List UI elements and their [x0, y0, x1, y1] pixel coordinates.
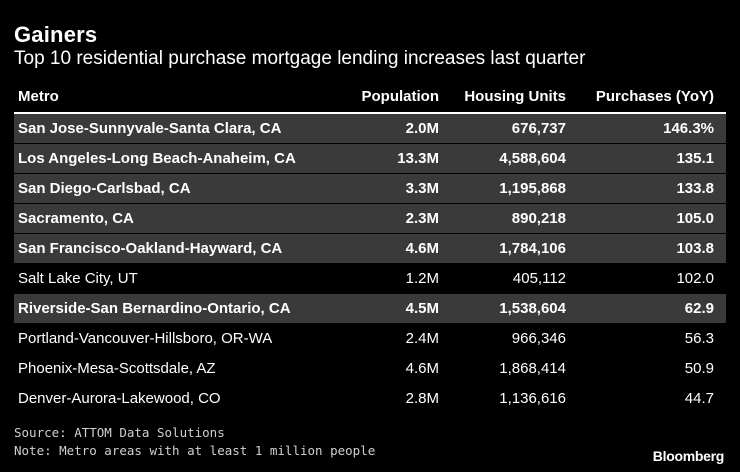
metro-cell: San Jose-Sunnyvale-Santa Clara, CA	[18, 120, 282, 137]
housing-units-cell: 1,868,414	[499, 360, 566, 377]
column-header-purchases: Purchases (YoY)	[595, 88, 714, 105]
purchases-cell: 62.9	[684, 300, 714, 317]
table-row: Portland-Vancouver-Hillsboro, OR-WA 2.4M 9…	[14, 324, 726, 353]
column-header-population: Population	[361, 88, 440, 105]
purchases-cell: 133.8	[676, 180, 714, 197]
housing-units-cell: 4,588,604	[499, 150, 566, 167]
table-body: San Jose-Sunnyvale-Santa Clara, CA 2.0M 67…	[14, 114, 726, 414]
population-cell: 2.3M	[405, 210, 439, 227]
metro-cell: Riverside-San Bernardino-Ontario, CA	[18, 300, 291, 317]
chart-subtitle: Top 10 residential purchase mortgage len…	[14, 48, 586, 69]
housing-units-cell: 1,784,106	[499, 240, 566, 257]
purchases-cell: 50.9	[684, 360, 714, 377]
column-header-housing-units: Housing Units	[464, 88, 566, 105]
table-row: Sacramento, CA 2.3M 890,218 105.0	[14, 204, 726, 233]
column-header-metro: Metro	[18, 88, 59, 105]
housing-units-cell: 966,346	[511, 330, 566, 347]
purchases-cell: 103.8	[676, 240, 714, 257]
population-cell: 2.0M	[405, 120, 439, 137]
metro-cell: Portland-Vancouver-Hillsboro, OR-WA	[18, 330, 273, 347]
purchases-cell: 102.0	[676, 270, 714, 287]
purchases-cell: 44.7	[684, 390, 714, 407]
population-cell: 4.5M	[405, 300, 439, 317]
table-row: San Jose-Sunnyvale-Santa Clara, CA 2.0M 67…	[14, 114, 726, 143]
population-cell: 13.3M	[397, 150, 439, 167]
purchases-cell: 135.1	[676, 150, 714, 167]
chart-title: Gainers	[14, 22, 98, 47]
table-header: Metro Population Housing Units Purchases…	[14, 84, 726, 110]
population-cell: 4.6M	[405, 240, 439, 257]
header-divider	[14, 112, 726, 114]
population-cell: 1.2M	[405, 270, 439, 287]
purchases-cell: 105.0	[676, 210, 714, 227]
table-row: Los Angeles-Long Beach-Anaheim, CA 13.3M 4…	[14, 144, 726, 173]
housing-units-cell: 405,112	[512, 270, 566, 287]
brand-logo: Bloomberg	[652, 448, 725, 464]
housing-units-cell: 1,538,604	[499, 300, 566, 317]
housing-units-cell: 890,218	[511, 210, 566, 227]
table-row: Phoenix-Mesa-Scottsdale, AZ 4.6M 1,868,414…	[14, 354, 726, 383]
metro-cell: Phoenix-Mesa-Scottsdale, AZ	[18, 360, 216, 377]
population-cell: 2.4M	[405, 330, 439, 347]
metro-cell: Los Angeles-Long Beach-Anaheim, CA	[18, 150, 296, 167]
purchases-cell: 146.3%	[663, 120, 714, 137]
footnote: Note: Metro areas with at least 1 millio…	[14, 443, 376, 458]
housing-units-cell: 1,195,868	[499, 180, 566, 197]
population-cell: 4.6M	[405, 360, 439, 377]
table-row: Riverside-San Bernardino-Ontario, CA 4.5M…	[14, 294, 726, 323]
table-row: Salt Lake City, UT 1.2M 405,112 102.0	[14, 264, 726, 293]
metro-cell: Denver-Aurora-Lakewood, CO	[18, 390, 221, 407]
table-row: Denver-Aurora-Lakewood, CO 2.8M 1,136,616 4…	[14, 384, 726, 413]
metro-cell: San Francisco-Oakland-Hayward, CA	[18, 240, 283, 257]
housing-units-cell: 1,136,616	[499, 390, 566, 407]
metro-cell: Salt Lake City, UT	[18, 270, 138, 287]
table-row: San Diego-Carlsbad, CA 3.3M 1,195,868 133.8	[14, 174, 726, 203]
metro-cell: San Diego-Carlsbad, CA	[18, 180, 191, 197]
housing-units-cell: 676,737	[511, 120, 566, 137]
metro-cell: Sacramento, CA	[18, 210, 134, 227]
source-note: Source: ATTOM Data Solutions	[14, 425, 225, 440]
population-cell: 3.3M	[405, 180, 439, 197]
population-cell: 2.8M	[405, 390, 439, 407]
table-row: San Francisco-Oakland-Hayward, CA 4.6M 1,7…	[14, 234, 726, 263]
purchases-cell: 56.3	[684, 330, 714, 347]
